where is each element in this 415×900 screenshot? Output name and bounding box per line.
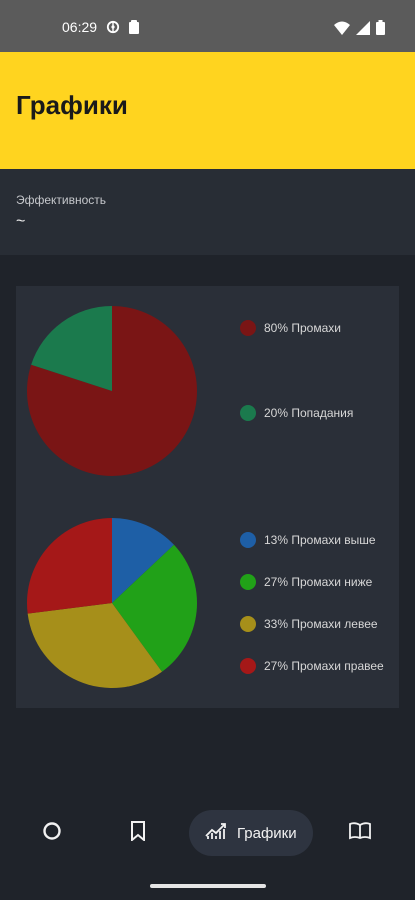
nav-item-book[interactable] <box>340 810 380 856</box>
status-left-icons <box>106 20 140 39</box>
legend-label: 27% Промахи правее <box>264 659 384 673</box>
clipboard-icon <box>128 20 140 39</box>
pie-charts-svg <box>26 306 198 689</box>
bottom-navigation: Графики <box>0 800 415 876</box>
charts-card: 80% Промахи 20% Попадания 13% Промахи выш… <box>16 286 399 708</box>
vpn-icon <box>106 20 120 39</box>
battery-icon <box>376 20 385 40</box>
bookmark-icon <box>130 820 146 846</box>
legend-color-dot <box>240 658 256 674</box>
legend-item: 80% Промахи <box>240 320 341 336</box>
legend-color-dot <box>240 532 256 548</box>
legend-label: 27% Промахи ниже <box>264 575 373 589</box>
legend-item: 13% Промахи выше <box>240 532 376 548</box>
pie1-slice-1 <box>31 306 112 391</box>
pie2-slice-2 <box>27 603 162 689</box>
status-time: 06:29 <box>62 19 98 35</box>
legend-label: 80% Промахи <box>264 321 341 335</box>
legend-label: 20% Попадания <box>264 406 354 420</box>
legend-item: 27% Промахи правее <box>240 658 384 674</box>
pie2-slice-3 <box>27 518 113 614</box>
nav-item-circle[interactable] <box>32 810 72 856</box>
nav-label-charts: Графики <box>237 824 297 842</box>
legend-item: 33% Промахи левее <box>240 616 378 632</box>
efficiency-label: Эффективность <box>16 193 107 207</box>
efficiency-value: ~ <box>16 213 26 230</box>
app-bar: Графики <box>0 52 415 169</box>
wifi-icon <box>334 21 350 40</box>
home-indicator[interactable] <box>150 884 266 888</box>
pie1-slice-0 <box>26 306 197 476</box>
pie-chart-hits-misses <box>26 306 197 476</box>
pie2-slice-1 <box>112 544 198 672</box>
circle-icon <box>42 821 62 846</box>
legend-item: 20% Попадания <box>240 405 353 421</box>
book-icon <box>349 821 371 845</box>
legend-color-dot <box>240 616 256 632</box>
nav-item-bookmark[interactable] <box>118 810 158 856</box>
efficiency-panel: Эффективность ~ <box>0 169 415 255</box>
nav-item-charts[interactable]: Графики <box>189 810 313 856</box>
legend-color-dot <box>240 320 256 336</box>
status-right-icons <box>334 20 385 40</box>
cellular-icon <box>356 20 370 40</box>
legend-label: 33% Промахи левее <box>264 617 378 631</box>
pie-chart-miss-direction <box>27 518 198 689</box>
status-bar: 06:29 <box>0 0 415 52</box>
legend-label: 13% Промахи выше <box>264 533 376 547</box>
legend-color-dot <box>240 405 256 421</box>
page-title: Графики <box>16 90 128 120</box>
pie2-slice-0 <box>112 518 174 603</box>
chart-icon <box>205 822 227 845</box>
legend-color-dot <box>240 574 256 590</box>
legend-item: 27% Промахи ниже <box>240 574 372 590</box>
